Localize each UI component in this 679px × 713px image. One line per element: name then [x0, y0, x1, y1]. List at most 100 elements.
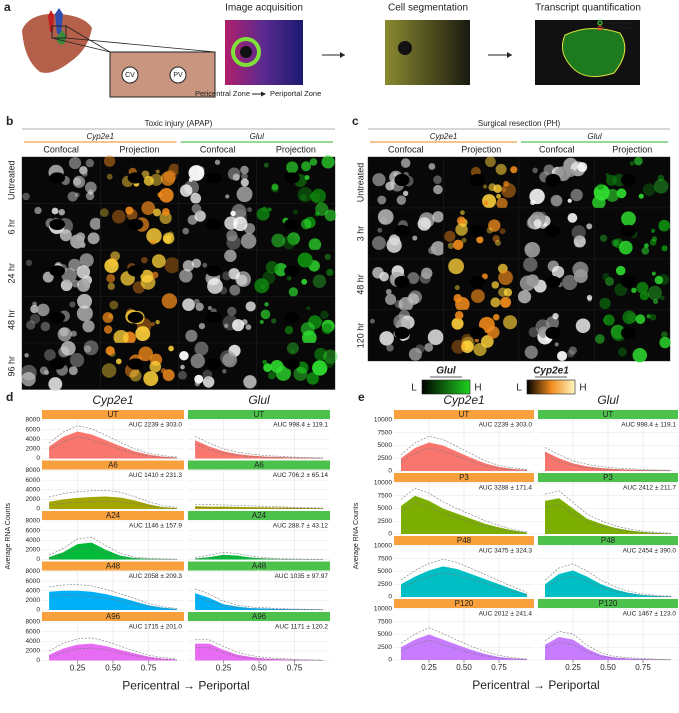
micrograph-blob — [226, 235, 241, 250]
y-tick-label: 0 — [36, 455, 40, 462]
micrograph-blob — [599, 297, 611, 310]
micrograph-blob — [532, 167, 538, 174]
micrograph-blob — [428, 163, 436, 170]
column-label: Confocal — [43, 144, 79, 154]
micrograph-blob — [650, 228, 656, 233]
micrograph-blob — [567, 198, 572, 203]
step-title: Cell segmentation — [388, 3, 468, 14]
micrograph-blob — [552, 312, 559, 320]
step-title: Transcript quantification — [535, 3, 641, 14]
gene-label: Glul — [250, 132, 264, 141]
micrograph-blob — [51, 207, 59, 215]
micrograph-blob — [72, 175, 86, 189]
liver-illustration — [22, 8, 216, 98]
vein — [545, 224, 561, 238]
micrograph-blob — [79, 253, 94, 268]
micrograph-blob — [34, 206, 42, 215]
micrograph-blob — [377, 195, 387, 205]
micrograph-blob — [83, 345, 92, 353]
micrograph-blob — [602, 273, 610, 281]
y-tick-label: 0 — [388, 531, 392, 538]
x-tick-label: 0.25 — [565, 663, 581, 672]
micrograph-blob — [193, 298, 200, 305]
micrograph-blob — [155, 319, 160, 325]
micrograph-blob — [58, 208, 65, 216]
sd-line — [195, 503, 323, 509]
micrograph-blob — [44, 349, 56, 361]
x-tick-label: 0.75 — [491, 663, 507, 672]
micrograph-blob — [254, 278, 270, 294]
micrograph-blob — [433, 175, 442, 184]
sd-line — [195, 639, 323, 661]
micrograph-blob — [240, 178, 249, 187]
micrograph-blob — [529, 188, 545, 205]
micrograph-blob — [68, 366, 78, 376]
micrograph-blob — [526, 274, 539, 287]
micrograph-blob — [284, 325, 294, 335]
area — [545, 570, 671, 597]
sd-line — [544, 490, 672, 534]
micrograph-blob — [286, 275, 292, 281]
panel-label: d — [6, 390, 13, 404]
micrograph-blob — [433, 184, 443, 195]
auc-label: AUC 1715 ± 201.0 — [129, 624, 183, 631]
strip-label: P3 — [603, 473, 613, 482]
y-tick-label: 0 — [36, 607, 40, 614]
y-tick-label: 0 — [388, 468, 392, 475]
micrograph-blob — [488, 219, 501, 232]
micrograph-blob — [60, 340, 76, 356]
micrograph-blob — [501, 183, 516, 198]
micrograph-blob — [554, 342, 559, 347]
micrograph-blob — [68, 156, 82, 170]
micrograph-blob — [232, 319, 245, 332]
vein — [284, 311, 300, 324]
sd-line — [544, 447, 672, 471]
micrograph-blob — [241, 172, 248, 180]
vein — [127, 218, 144, 231]
zone-label: PV — [173, 72, 183, 79]
micrograph-blob — [462, 342, 470, 350]
column-label: Confocal — [539, 144, 575, 154]
sd-line — [400, 436, 528, 470]
vein — [545, 173, 561, 187]
micrograph-blob — [103, 325, 113, 334]
micrograph-blob — [267, 207, 272, 212]
micrograph-blob — [407, 272, 420, 284]
row-label: 6 hr — [6, 219, 16, 235]
sd-line — [544, 504, 672, 534]
micrograph-blob — [300, 218, 312, 230]
micrograph-blob — [226, 230, 238, 242]
micrograph-blob — [76, 305, 93, 322]
micrograph-blob — [25, 259, 33, 267]
micrograph-blob — [455, 296, 470, 312]
strip — [188, 612, 330, 621]
micrograph-blob — [42, 271, 54, 283]
auc-label: AUC 1035 ± 97.97 — [275, 573, 329, 580]
micrograph-blob — [379, 331, 394, 346]
micrograph-blob — [61, 267, 77, 283]
vein — [205, 172, 222, 184]
micrograph-blob — [447, 242, 455, 249]
gene-label: Glul — [587, 132, 601, 141]
micrograph-blob — [71, 279, 80, 288]
micrograph-blob — [550, 194, 563, 207]
y-tick-label: 6000 — [26, 527, 41, 534]
micrograph-blob — [85, 191, 95, 201]
sd-line — [49, 500, 177, 509]
auc-label: AUC 3288 ± 171.4 — [479, 485, 533, 492]
strip-label: A24 — [252, 511, 267, 520]
row-label: 3 hr — [355, 226, 365, 242]
micrograph-blob — [636, 281, 649, 294]
micrograph-blob — [573, 235, 586, 248]
x-tick-label: 0.25 — [70, 664, 86, 673]
area — [195, 593, 323, 610]
micrograph-blob — [146, 228, 162, 244]
auc-label: AUC 2239 ± 303.0 — [479, 422, 533, 429]
micrograph-blob — [106, 173, 113, 180]
micrograph-blob — [247, 207, 253, 213]
micrograph-blob — [178, 370, 187, 380]
micrograph-blob — [271, 183, 279, 191]
micrograph-blob — [454, 285, 460, 291]
auc-label: AUC 2412 ± 211.7 — [623, 485, 676, 492]
y-tick-label: 0 — [36, 556, 40, 563]
